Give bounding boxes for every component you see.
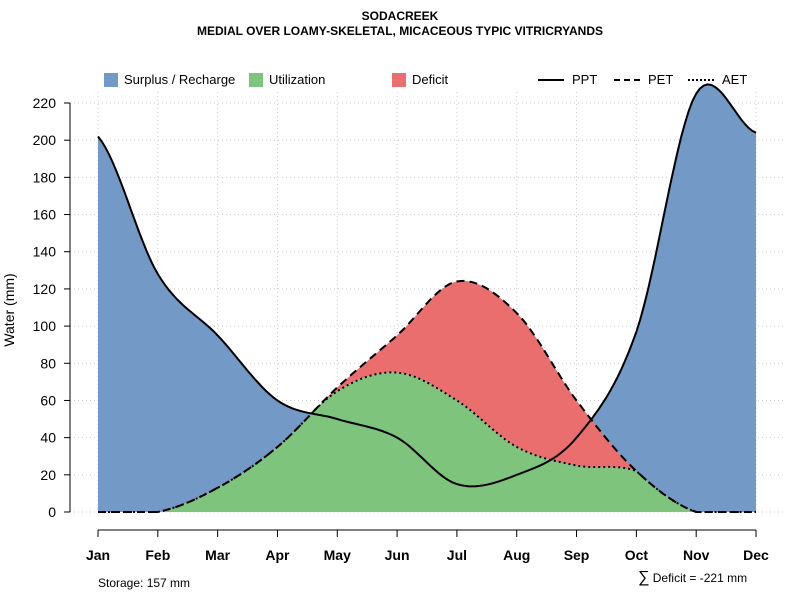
deficit-area — [98, 280, 756, 512]
x-tick-label-mar: Mar — [205, 547, 230, 563]
legend-deficit: Deficit — [392, 72, 448, 87]
x-tick-label-jun: Jun — [385, 547, 410, 563]
x-tick-label-jan: Jan — [86, 547, 110, 563]
y-tick-label-140: 140 — [33, 244, 57, 260]
pet-line — [98, 279, 756, 513]
x-tick-label-jul: Jul — [447, 547, 467, 563]
y-tick-label-60: 60 — [40, 392, 56, 408]
x-tick-label-apr: Apr — [265, 547, 290, 563]
legend-aet-label: AET — [722, 72, 748, 87]
legend-deficit-swatch — [392, 72, 406, 87]
legend-aet-line — [688, 78, 714, 81]
x-tick-label-aug: Aug — [503, 547, 530, 563]
legend-surplus: Surplus / Recharge — [104, 72, 235, 87]
legend-ppt-line — [538, 78, 564, 81]
legend-deficit-label: Deficit — [412, 72, 449, 87]
legend-surplus-label: Surplus / Recharge — [124, 72, 236, 87]
y-tick-label-20: 20 — [40, 467, 56, 483]
x-tick-label-may: May — [324, 547, 351, 563]
legend-utilization: Utilization — [249, 72, 325, 87]
legend-ppt-label: PPT — [572, 72, 598, 87]
legend-utilization-swatch — [249, 72, 263, 87]
x-tick-label-nov: Nov — [683, 547, 710, 563]
legend-surplus-swatch — [104, 72, 118, 87]
deficit-annotation: ∑ Deficit = -221 mm — [638, 569, 747, 587]
y-tick-label-120: 120 — [33, 281, 57, 297]
legend-aet: AET — [688, 72, 747, 87]
y-axis-label: Water (mm) — [1, 273, 17, 346]
ppt-line — [97, 83, 757, 488]
y-tick-label-180: 180 — [33, 169, 57, 185]
legend-utilization-label: Utilization — [269, 72, 326, 87]
utilization-area — [98, 372, 756, 512]
x-tick-label-dec: Dec — [743, 547, 769, 563]
y-tick-label-200: 200 — [33, 132, 57, 148]
y-tick-label-80: 80 — [40, 355, 56, 371]
y-tick-label-40: 40 — [40, 430, 56, 446]
legend-ppt: PPT — [538, 72, 597, 87]
x-tick-label-oct: Oct — [625, 547, 649, 563]
chart-subtitle: MEDIAL OVER LOAMY-SKELETAL, MICACEOUS TY… — [196, 24, 604, 38]
x-tick-label-feb: Feb — [145, 547, 170, 563]
surplus-area — [98, 84, 756, 513]
y-tick-label-220: 220 — [33, 95, 57, 111]
legend-pet-line — [614, 78, 640, 81]
sum-symbol: ∑ — [638, 569, 650, 586]
y-tick-label-0: 0 — [48, 504, 56, 520]
chart-title: SODACREEK — [361, 9, 439, 23]
y-tick-label-160: 160 — [33, 207, 57, 223]
x-tick-label-sep: Sep — [564, 547, 590, 563]
deficit-text: Deficit = -221 mm — [652, 571, 748, 585]
y-tick-label-100: 100 — [33, 318, 57, 334]
storage-annotation: Storage: 157 mm — [98, 576, 191, 590]
legend-pet-label: PET — [648, 72, 674, 87]
legend-pet: PET — [614, 72, 673, 87]
